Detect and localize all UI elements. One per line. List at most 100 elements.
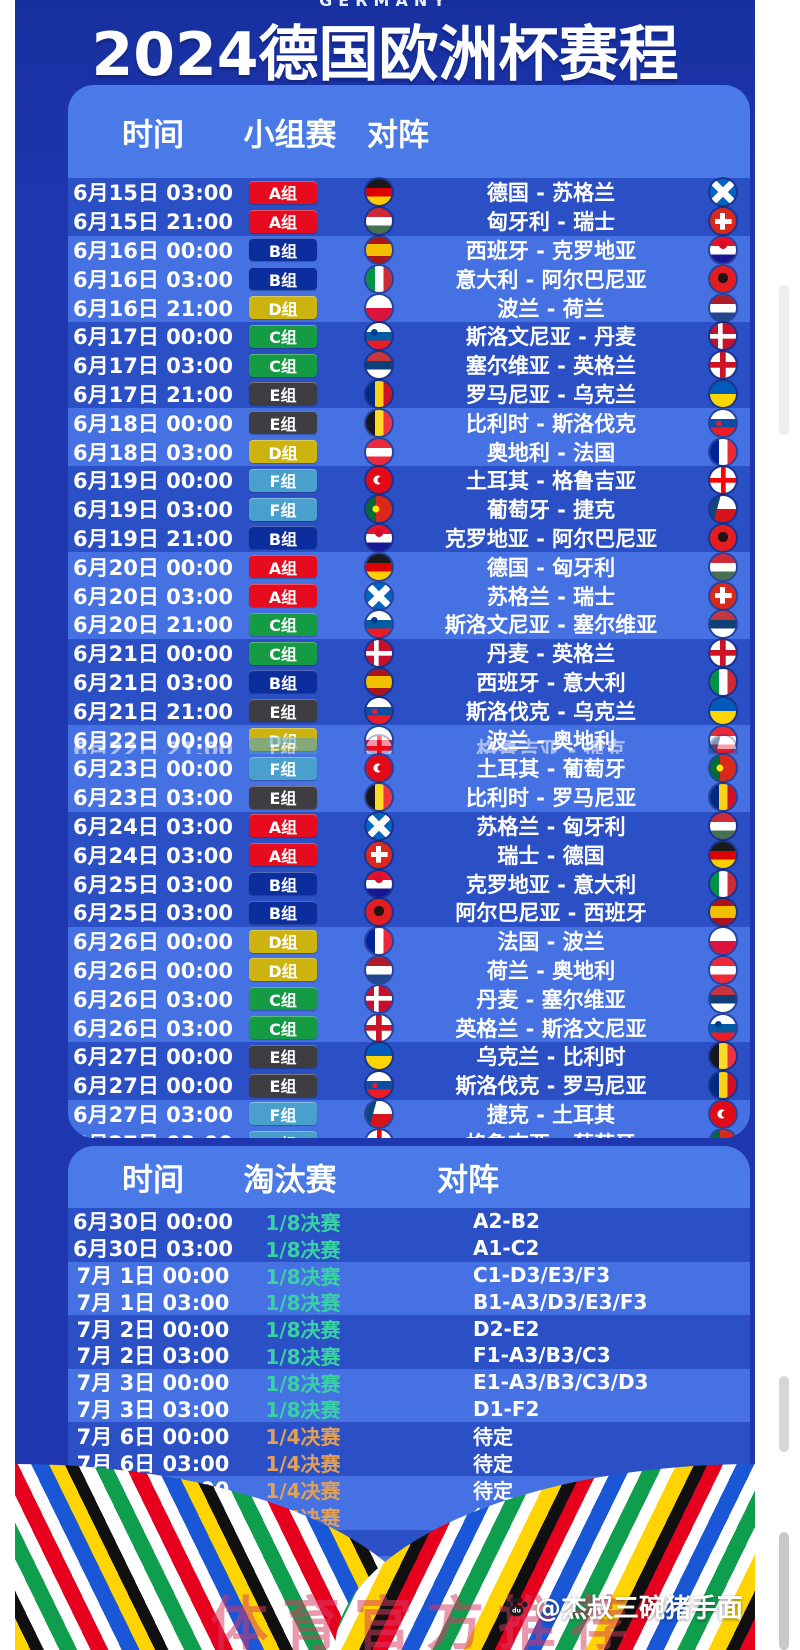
knockout-row: 6月30日 00:00 1/8决赛 A2-B2: [68, 1208, 750, 1235]
knockout-row: 6月30日 03:00 1/8决赛 A1-C2: [68, 1235, 750, 1262]
matchup-text: 阿尔巴尼亚 - 西班牙: [455, 901, 647, 926]
match-time: 6月24日 03:00: [73, 814, 233, 839]
albania-flag-icon: [710, 524, 736, 551]
group-badge-wrap: C组: [238, 612, 328, 636]
matchup-text: 苏格兰 - 瑞士: [486, 584, 616, 609]
matchup-text: 葡萄牙 - 捷克: [486, 498, 616, 523]
knockout-matchup: 待定: [473, 1425, 513, 1450]
ukraine-flag-icon: [710, 380, 736, 407]
group-rows: 6月15日 03:00 A组 德国 - 苏格兰 6月15日 21:00 A组 匈牙利 - …: [68, 178, 750, 1138]
group-badge-wrap: C组: [238, 987, 328, 1011]
matchup-text: 荷兰 - 奥地利: [486, 958, 616, 983]
netherlands-flag-icon: [710, 294, 736, 321]
match-row: 6月27日 00:00 E组 乌克兰 - 比利时: [68, 1042, 750, 1071]
switzerland-flag-icon: [710, 582, 736, 609]
denmark-flag-icon: [710, 323, 736, 350]
group-badge: A组: [249, 180, 317, 204]
austria-flag-icon: [366, 438, 392, 465]
match-time: 6月15日 21:00: [73, 210, 233, 235]
matchup-text: 波兰 - 奥地利: [486, 728, 616, 753]
matchup-text: 苏格兰 - 匈牙利: [476, 814, 626, 839]
header-matchup: 对阵: [367, 117, 429, 153]
match-time: 6月20日 21:00: [73, 613, 233, 638]
group-badge-wrap: A组: [238, 843, 328, 867]
svg-text:du: du: [512, 1608, 521, 1615]
header-matchup: 对阵: [437, 1162, 499, 1199]
match-row: 6月16日 03:00 B组 意大利 - 阿尔巴尼亚: [68, 264, 750, 294]
group-badge: F组: [249, 756, 317, 780]
match-row: 6月16日 21:00 D组 波兰 - 荷兰: [68, 293, 750, 322]
group-badge-wrap: D组: [238, 728, 328, 752]
hungary-flag-icon: [710, 812, 736, 839]
match-row: 6月23日 00:00 F组 土耳其 - 葡萄牙: [68, 753, 750, 783]
group-badge-wrap: F组: [238, 497, 328, 521]
matchup-text: 波兰 - 荷兰: [497, 296, 605, 321]
knockout-stage-label: 1/8决赛: [265, 1210, 341, 1235]
match-time: 6月20日 03:00: [73, 584, 233, 609]
match-row: 6月19日 00:00 F组 土耳其 - 格鲁吉亚: [68, 466, 750, 495]
belgium-flag-icon: [366, 409, 392, 436]
portugal-flag-icon: [710, 1129, 736, 1138]
match-time: 6月21日 03:00: [73, 670, 233, 695]
group-badge: A组: [249, 814, 317, 838]
italy-flag-icon: [366, 265, 392, 292]
group-badge-wrap: E组: [238, 382, 328, 406]
matchup-text: 斯洛文尼亚 - 塞尔维亚: [444, 613, 658, 638]
group-badge: E组: [249, 382, 317, 406]
knockout-row: 7月 1日 00:00 1/8决赛 C1-D3/E3/F3: [68, 1261, 750, 1289]
ukraine-flag-icon: [710, 697, 736, 724]
match-row: 6月18日 03:00 D组 奥地利 - 法国: [68, 437, 750, 466]
match-time: 6月27日 03:00: [68, 1128, 238, 1138]
croatia-flag-icon: [710, 236, 736, 263]
group-badge: B组: [249, 267, 317, 291]
match-row: 6月27日 00:00 E组 斯洛伐克 - 罗马尼亚: [68, 1071, 750, 1100]
group-badge-wrap: C组: [238, 353, 328, 377]
match-time: 6月26日 03:00: [73, 1016, 233, 1041]
group-badge: D组: [249, 440, 317, 464]
matchup-text: 比利时 - 罗马尼亚: [465, 786, 637, 811]
hungary-flag-icon: [366, 208, 392, 235]
match-time: 6月17日 03:00: [73, 354, 233, 379]
group-badge-wrap: B组: [238, 526, 328, 550]
spain-flag-icon: [710, 899, 736, 926]
scrollbar-thumb[interactable]: [779, 1532, 789, 1650]
group-badge-wrap: D组: [238, 929, 328, 953]
knockout-row: 7月 3日 00:00 1/8决赛 E1-A3/B3/C3/D3: [68, 1368, 750, 1396]
group-badge-wrap: E组: [238, 699, 328, 723]
knockout-row: 7月 6日 03:00 1/4决赛 待定: [68, 1449, 750, 1477]
france-flag-icon: [366, 928, 392, 955]
denmark-flag-icon: [366, 640, 392, 667]
portugal-flag-icon: [710, 755, 736, 782]
promo-watermark: 体育官方推荐: [210, 1590, 643, 1650]
knockout-row: 7月 6日 00:00 1/4决赛 待定: [68, 1422, 750, 1450]
group-badge: C组: [249, 1016, 317, 1039]
match-time: 6月21日 00:00: [73, 642, 233, 667]
scrollbar-thumb[interactable]: [779, 1376, 789, 1452]
scrollbar-thumb[interactable]: [779, 285, 789, 435]
matchup-text: 西班牙 - 意大利: [476, 670, 626, 695]
group-badge: C组: [249, 324, 317, 348]
group-badge-wrap: B组: [238, 267, 328, 291]
matchup-text: 意大利 - 阿尔巴尼亚: [455, 267, 647, 292]
group-badge-wrap: F组: [238, 756, 328, 780]
match-row: 6月19日 21:00 B组 克罗地亚 - 阿尔巴尼亚: [68, 524, 750, 553]
match-time: 6月21日 21:00: [73, 699, 233, 724]
knockout-stage-label: 1/8决赛: [265, 1318, 341, 1343]
group-badge: C组: [249, 353, 317, 377]
match-time: 6月27日 00:00: [73, 1074, 233, 1099]
serbia-flag-icon: [710, 611, 736, 638]
match-row: 6月22日 00:00 D组 波兰 - 奥地利 6月22日 21:00 F组 格鲁吉亚 -…: [68, 725, 750, 762]
group-badge: C组: [249, 987, 317, 1011]
match-time: 7月 3日 03:00: [76, 1397, 230, 1422]
group-badge: F组: [249, 468, 317, 492]
group-badge-wrap: D组: [238, 440, 328, 464]
turkey-flag-icon: [366, 467, 392, 494]
match-time: 7月 6日 03:00: [76, 1451, 230, 1476]
romania-flag-icon: [710, 784, 736, 811]
match-row: 6月27日 03:00 F组 捷克 - 土耳其: [68, 1099, 750, 1129]
slovenia-flag-icon: [366, 323, 392, 350]
poland-flag-icon: [366, 294, 392, 321]
matchup-text: 英格兰 - 斯洛文尼亚: [455, 1016, 647, 1041]
match-time: 6月19日 03:00: [73, 498, 233, 523]
group-badge: B组: [249, 670, 317, 694]
